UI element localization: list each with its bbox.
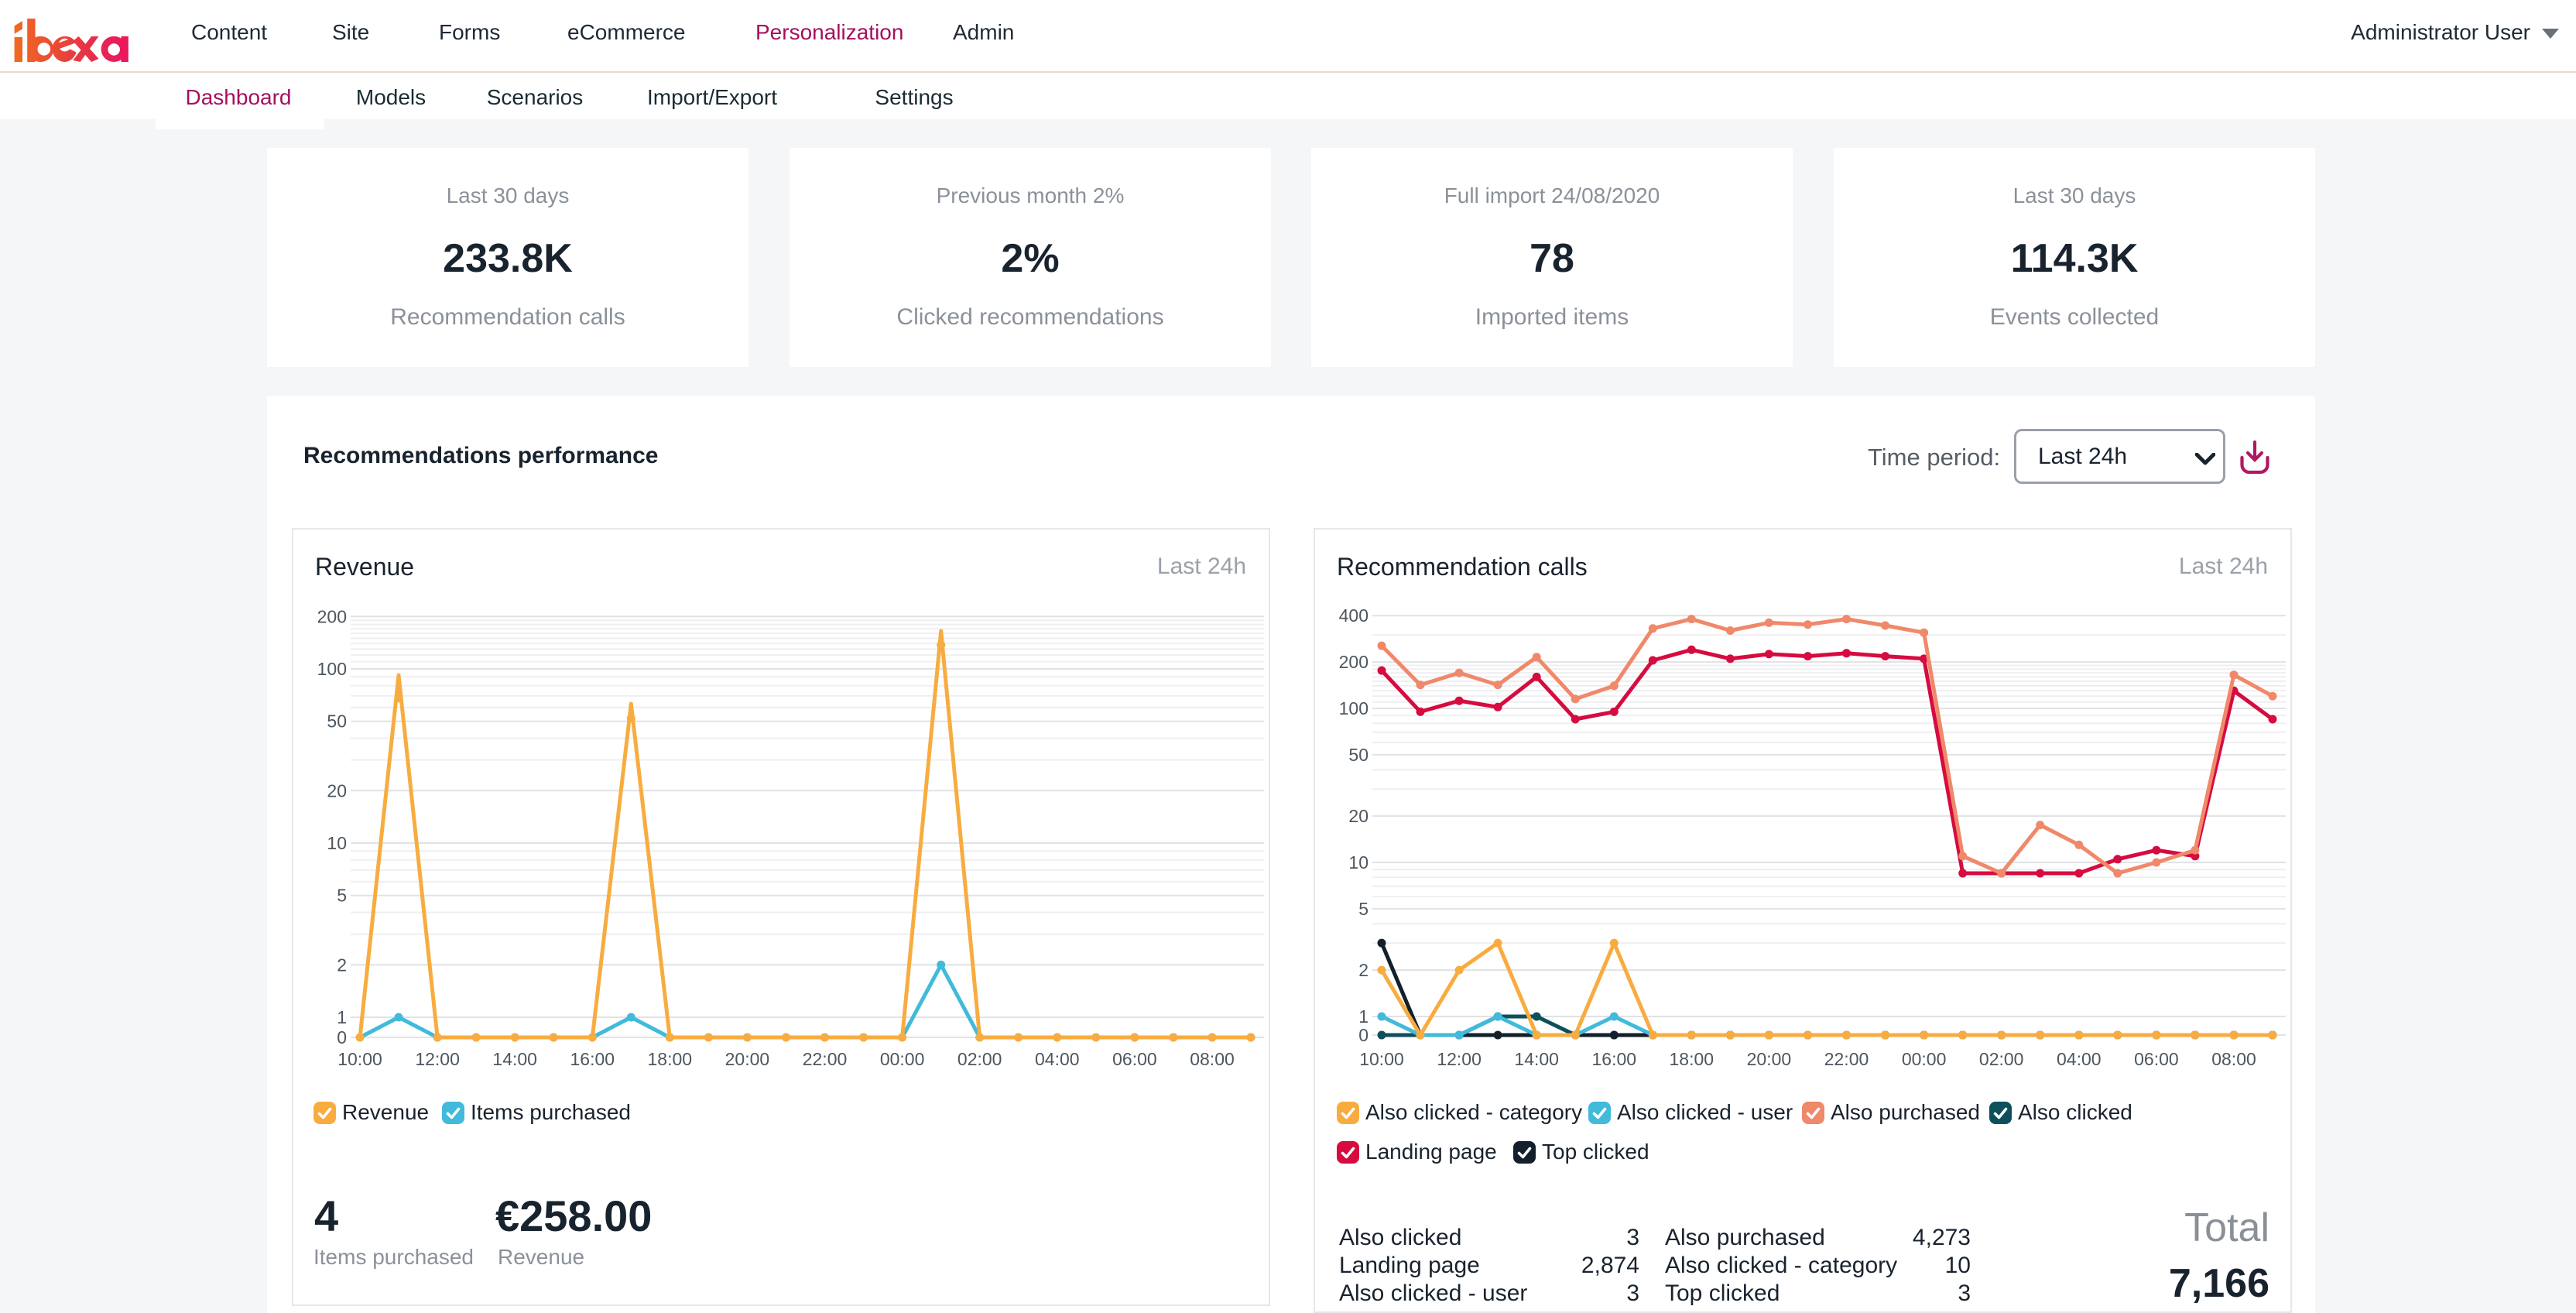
svg-text:200: 200	[1339, 652, 1368, 672]
svg-text:04:00: 04:00	[2057, 1049, 2102, 1069]
svg-text:5: 5	[337, 886, 347, 906]
svg-text:22:00: 22:00	[803, 1049, 848, 1069]
svg-text:16:00: 16:00	[1592, 1049, 1637, 1069]
svg-text:06:00: 06:00	[2134, 1049, 2179, 1069]
svg-text:200: 200	[317, 606, 347, 626]
svg-text:50: 50	[327, 711, 347, 732]
svg-text:16:00: 16:00	[570, 1049, 615, 1069]
svg-text:10:00: 10:00	[337, 1049, 382, 1069]
svg-text:14:00: 14:00	[492, 1049, 537, 1069]
svg-text:22:00: 22:00	[1824, 1049, 1869, 1069]
svg-text:5: 5	[1358, 899, 1368, 919]
svg-text:100: 100	[1339, 698, 1368, 718]
svg-text:20: 20	[1348, 806, 1368, 826]
svg-text:18:00: 18:00	[648, 1049, 693, 1069]
svg-text:14:00: 14:00	[1514, 1049, 1559, 1069]
svg-text:1: 1	[337, 1007, 347, 1027]
svg-text:00:00: 00:00	[880, 1049, 925, 1069]
svg-text:02:00: 02:00	[1979, 1049, 2024, 1069]
svg-text:06:00: 06:00	[1112, 1049, 1157, 1069]
svg-text:10: 10	[1348, 852, 1368, 872]
svg-text:20:00: 20:00	[1747, 1049, 1792, 1069]
svg-text:2: 2	[1358, 960, 1368, 980]
svg-text:12:00: 12:00	[415, 1049, 460, 1069]
svg-text:00:00: 00:00	[1902, 1049, 1947, 1069]
svg-text:0: 0	[1358, 1025, 1368, 1045]
svg-text:100: 100	[317, 659, 347, 679]
svg-text:2: 2	[337, 955, 347, 975]
svg-text:10: 10	[327, 833, 347, 853]
svg-text:10:00: 10:00	[1359, 1049, 1404, 1069]
svg-text:1: 1	[1358, 1006, 1368, 1027]
svg-text:18:00: 18:00	[1670, 1049, 1714, 1069]
svg-text:20:00: 20:00	[725, 1049, 770, 1069]
svg-text:400: 400	[1339, 605, 1368, 626]
svg-text:12:00: 12:00	[1437, 1049, 1482, 1069]
svg-text:08:00: 08:00	[1190, 1049, 1235, 1069]
svg-text:0: 0	[337, 1027, 347, 1047]
svg-text:02:00: 02:00	[957, 1049, 1002, 1069]
svg-text:50: 50	[1348, 745, 1368, 765]
svg-text:08:00: 08:00	[2211, 1049, 2256, 1069]
svg-text:04:00: 04:00	[1035, 1049, 1080, 1069]
svg-text:20: 20	[327, 780, 347, 800]
